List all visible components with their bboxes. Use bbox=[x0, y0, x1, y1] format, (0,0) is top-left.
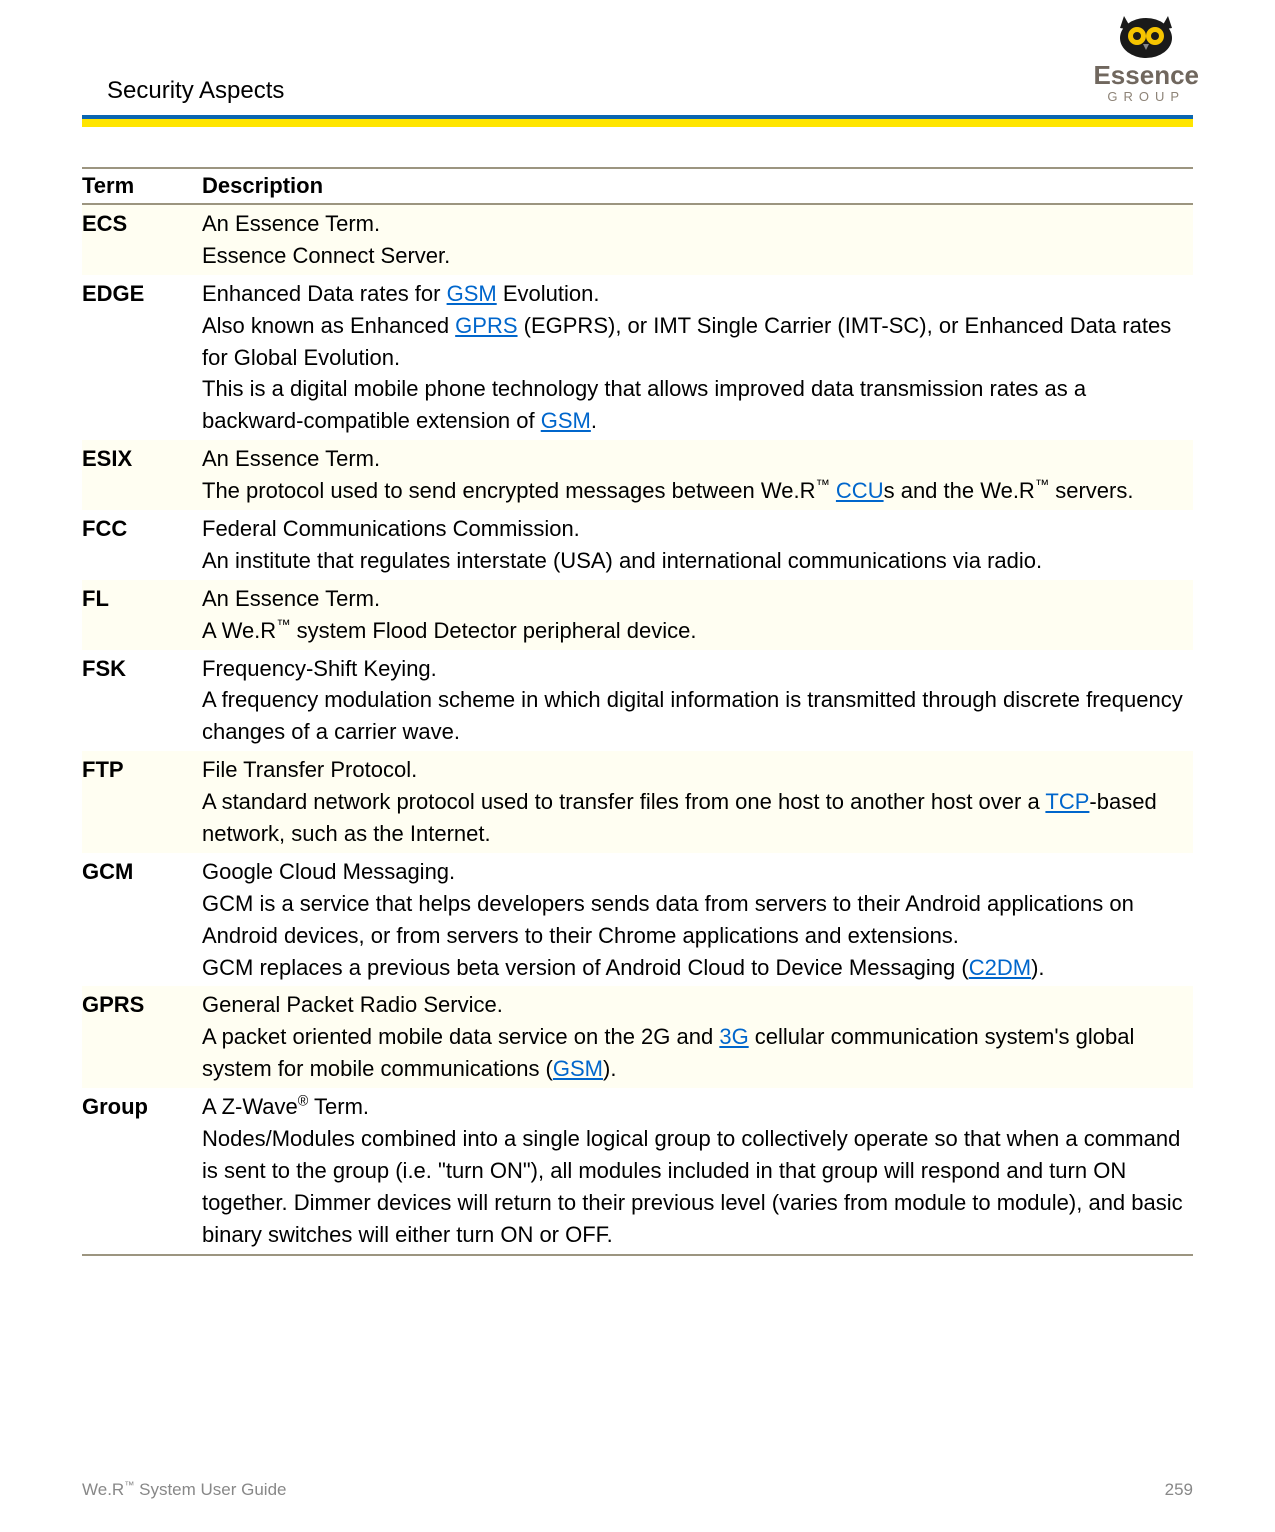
description-cell: Enhanced Data rates for GSM Evolution.Al… bbox=[202, 275, 1193, 440]
table-row: ESIXAn Essence Term.The protocol used to… bbox=[82, 440, 1193, 510]
table-row: GCMGoogle Cloud Messaging.GCM is a servi… bbox=[82, 853, 1193, 987]
gprs-link[interactable]: GPRS bbox=[455, 313, 517, 338]
gsm-link[interactable]: GSM bbox=[541, 408, 591, 433]
table-row: ECSAn Essence Term.Essence Connect Serve… bbox=[82, 204, 1193, 275]
term-cell: GPRS bbox=[82, 986, 202, 1088]
owl-icon bbox=[1110, 8, 1182, 60]
brand-sub: GROUP bbox=[1093, 89, 1199, 104]
footer-doc-title: We.R™ System User Guide bbox=[82, 1480, 287, 1500]
description-cell: General Packet Radio Service.A packet or… bbox=[202, 986, 1193, 1088]
description-cell: A Z-Wave® Term.Nodes/Modules combined in… bbox=[202, 1088, 1193, 1254]
description-cell: An Essence Term.A We.R™ system Flood Det… bbox=[202, 580, 1193, 650]
term-cell: EDGE bbox=[82, 275, 202, 440]
description-cell: File Transfer Protocol.A standard networ… bbox=[202, 751, 1193, 853]
content-area: Term Description ECSAn Essence Term.Esse… bbox=[82, 167, 1193, 1256]
term-cell: ESIX bbox=[82, 440, 202, 510]
col-header-term: Term bbox=[82, 168, 202, 204]
glossary-table: Term Description ECSAn Essence Term.Esse… bbox=[82, 167, 1193, 1256]
term-cell: FTP bbox=[82, 751, 202, 853]
c2dm-link[interactable]: C2DM bbox=[969, 955, 1031, 980]
page-number: 259 bbox=[1165, 1480, 1193, 1500]
page: Security Aspects Essence GROUP bbox=[0, 0, 1275, 1256]
gsm-link[interactable]: GSM bbox=[553, 1056, 603, 1081]
term-cell: GCM bbox=[82, 853, 202, 987]
table-row: EDGEEnhanced Data rates for GSM Evolutio… bbox=[82, 275, 1193, 440]
gsm-link[interactable]: GSM bbox=[447, 281, 497, 306]
col-header-description: Description bbox=[202, 168, 1193, 204]
description-cell: An Essence Term.The protocol used to sen… bbox=[202, 440, 1193, 510]
brand-name: Essence bbox=[1093, 60, 1199, 91]
description-cell: Federal Communications Commission.An ins… bbox=[202, 510, 1193, 580]
page-footer: We.R™ System User Guide 259 bbox=[82, 1480, 1193, 1500]
ccu-link[interactable]: CCU bbox=[836, 478, 884, 503]
term-cell: Group bbox=[82, 1088, 202, 1254]
table-row: FTPFile Transfer Protocol.A standard net… bbox=[82, 751, 1193, 853]
description-cell: An Essence Term.Essence Connect Server. bbox=[202, 204, 1193, 275]
term-cell: FL bbox=[82, 580, 202, 650]
brand-logo: Essence GROUP bbox=[1093, 8, 1199, 104]
description-cell: Frequency-Shift Keying.A frequency modul… bbox=[202, 650, 1193, 752]
table-row: FLAn Essence Term.A We.R™ system Flood D… bbox=[82, 580, 1193, 650]
page-header: Security Aspects Essence GROUP bbox=[82, 28, 1193, 113]
divider-yellow bbox=[82, 119, 1193, 127]
tcp-link[interactable]: TCP bbox=[1045, 789, 1089, 814]
table-row: GroupA Z-Wave® Term.Nodes/Modules combin… bbox=[82, 1088, 1193, 1254]
3g-link[interactable]: 3G bbox=[719, 1024, 748, 1049]
section-title: Security Aspects bbox=[107, 77, 284, 105]
table-row: FCCFederal Communications Commission.An … bbox=[82, 510, 1193, 580]
description-cell: Google Cloud Messaging.GCM is a service … bbox=[202, 853, 1193, 987]
table-row: FSKFrequency-Shift Keying.A frequency mo… bbox=[82, 650, 1193, 752]
term-cell: FCC bbox=[82, 510, 202, 580]
term-cell: FSK bbox=[82, 650, 202, 752]
term-cell: ECS bbox=[82, 204, 202, 275]
table-row: GPRSGeneral Packet Radio Service.A packe… bbox=[82, 986, 1193, 1088]
